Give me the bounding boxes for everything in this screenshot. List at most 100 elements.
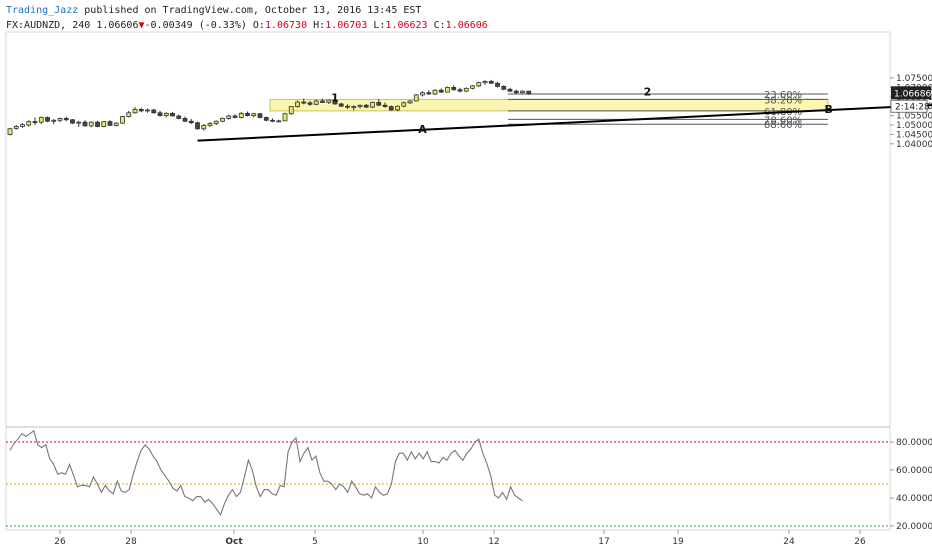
candle-bear xyxy=(363,104,369,108)
x-tick-label: 26 xyxy=(854,537,866,547)
candle-bear xyxy=(170,112,175,117)
candle-bear xyxy=(388,106,394,111)
rsi-tick-label: 80.0000 xyxy=(896,438,932,448)
candle-bear xyxy=(32,121,38,124)
candle-bear xyxy=(338,103,344,107)
candle-bull xyxy=(470,85,475,89)
candle-bear xyxy=(332,99,338,105)
symbol-label: FX:AUDNZD, 240 xyxy=(6,20,91,31)
candle-bear xyxy=(138,108,144,112)
candle-bull xyxy=(276,120,282,123)
candle-bear xyxy=(82,121,88,127)
candle-bear xyxy=(63,118,69,121)
candle-bull xyxy=(476,82,482,87)
last-price: 1.06606 xyxy=(96,20,139,31)
rsi-tick-label: 60.0000 xyxy=(896,466,932,476)
candle-bull xyxy=(407,100,413,104)
candle-bear xyxy=(151,109,157,114)
candle-bear xyxy=(513,90,519,94)
candle-bull xyxy=(132,108,138,114)
candle-bull xyxy=(38,117,44,123)
fib-level-label: 78.60% xyxy=(764,115,802,126)
candle-bull xyxy=(57,118,63,121)
candle-bull xyxy=(13,126,19,129)
candle-bear xyxy=(95,121,100,127)
author-link[interactable]: Trading_Jazz xyxy=(6,5,79,16)
candle-bull xyxy=(120,116,125,124)
ohlc-low-value: 1.06623 xyxy=(385,20,428,31)
candle-bull xyxy=(163,112,169,117)
candle-bear xyxy=(232,115,238,118)
candle-bear xyxy=(182,118,188,122)
y-tick-label: 1.04000 xyxy=(896,140,932,150)
x-tick-label: 5 xyxy=(312,537,318,547)
y-tick-label: 1.04500 xyxy=(896,130,932,140)
y-tick-label: 1.07500 xyxy=(896,74,932,84)
candle-bear xyxy=(438,89,444,93)
rsi-tick-label: 40.0000 xyxy=(896,494,932,504)
wave-label: 2 xyxy=(644,85,652,98)
candle-bull xyxy=(88,121,94,127)
candle-bull xyxy=(520,90,525,94)
candle-bull xyxy=(145,109,150,112)
x-tick-label: 17 xyxy=(598,537,609,547)
fib-level-label: 23.60% xyxy=(764,90,802,101)
candle-bull xyxy=(295,101,300,107)
candle-bear xyxy=(457,89,463,92)
candle-bear xyxy=(245,112,250,117)
candle-bull xyxy=(213,120,219,124)
candle-bull xyxy=(401,102,407,107)
candle-bear xyxy=(495,82,500,87)
x-tick-label: 12 xyxy=(488,537,499,547)
candle-bull xyxy=(76,121,82,124)
candle-bear xyxy=(263,117,269,121)
published-text: published on TradingView.com, October 13… xyxy=(84,5,422,16)
x-tick-label: 24 xyxy=(783,537,795,547)
y-tick-label: 1.05500 xyxy=(896,112,932,122)
candle-bear xyxy=(345,105,350,108)
candle-bull xyxy=(313,100,319,105)
ohlc-open-label: O: xyxy=(252,20,265,31)
candle-bull xyxy=(113,122,119,126)
candle-bear xyxy=(157,112,163,116)
x-tick-label: 28 xyxy=(125,537,137,547)
wave-label: B xyxy=(825,103,833,116)
trendline xyxy=(197,104,932,142)
ohlc-close-value: 1.06606 xyxy=(445,20,488,31)
candle-bear xyxy=(188,120,194,124)
candle-bear xyxy=(195,122,200,130)
candle-bear xyxy=(451,87,457,91)
rsi-tick-label: 20.0000 xyxy=(896,522,932,532)
candle-bear xyxy=(488,80,494,84)
x-tick-label: 19 xyxy=(672,537,684,547)
y-tick-label: 1.05000 xyxy=(896,121,932,131)
price-change: -0.00349 (-0.33%) xyxy=(144,20,247,31)
candle-bear xyxy=(526,90,532,95)
ohlc-close-label: C: xyxy=(433,20,446,31)
candle-bull xyxy=(7,128,13,135)
candle-bull xyxy=(326,99,332,103)
candle-bear xyxy=(320,100,325,103)
wave-label: 1 xyxy=(331,92,339,105)
triangle-down-icon: ▼ xyxy=(138,20,145,31)
wave-label: A xyxy=(418,123,427,136)
plot-frame xyxy=(5,31,891,531)
candle-bull xyxy=(445,87,450,93)
candle-bull xyxy=(351,106,357,108)
candle-bear xyxy=(382,104,388,107)
ohlc-high-label: H: xyxy=(313,20,326,31)
ohlc-open-value: 1.06730 xyxy=(264,20,308,31)
ohlc-low-label: L: xyxy=(373,20,386,31)
ohlc-high-value: 1.06703 xyxy=(325,20,368,31)
candle-bull xyxy=(357,104,363,107)
chart-header: Trading_Jazz published on TradingView.co… xyxy=(6,3,488,33)
candle-bear xyxy=(426,92,432,95)
candle-bull xyxy=(226,115,232,119)
candle-bear xyxy=(270,119,275,122)
candle-bull xyxy=(482,80,488,84)
candle-bull xyxy=(51,119,57,122)
candle-bear xyxy=(257,113,263,118)
candle-bull xyxy=(251,113,257,117)
candle-bull xyxy=(238,112,244,118)
